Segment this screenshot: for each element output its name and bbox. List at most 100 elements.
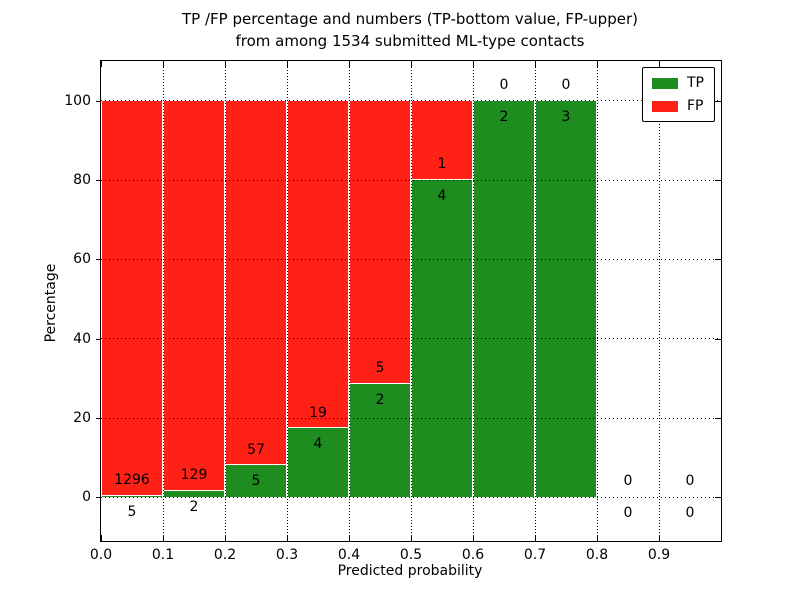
y-tick-right — [715, 100, 721, 102]
y-tick-right — [715, 418, 721, 420]
bar-segment-fp — [288, 100, 348, 429]
fp-count-label: 1 — [437, 156, 447, 173]
tp-swatch-icon — [652, 77, 678, 89]
x-tick-top — [597, 61, 598, 67]
bar-segment-fp — [164, 100, 224, 492]
bar-segment-tp — [102, 495, 162, 498]
x-axis-label: Predicted probability — [337, 563, 483, 579]
x-tick-label: 0.9 — [647, 547, 671, 563]
x-tick-bottom — [163, 535, 164, 541]
bar-segment-fp — [102, 100, 162, 496]
legend-item-label: FP — [687, 98, 704, 114]
y-tick-right — [715, 180, 721, 181]
bar-segment-fp — [226, 100, 286, 466]
y-tick-left — [96, 497, 101, 499]
bar-segment-tp — [226, 465, 286, 498]
y-tick-label: 40 — [73, 330, 91, 347]
x-tick-top — [535, 61, 536, 67]
x-tick-label: 0.5 — [399, 547, 423, 563]
fp-count-label: 0 — [685, 473, 695, 490]
y-tick-left — [96, 259, 101, 261]
vertical-gridline — [162, 61, 164, 541]
tp-count-label: 3 — [561, 108, 571, 125]
fp-count-label: 0 — [499, 76, 509, 93]
y-axis-label: Percentage — [43, 263, 59, 343]
horizontal-gridline — [101, 338, 721, 340]
x-tick-bottom — [225, 535, 226, 541]
x-tick-bottom — [349, 535, 350, 541]
bar-segment-tp — [288, 428, 348, 498]
tp-count-label: 4 — [313, 436, 323, 453]
vertical-gridline — [286, 61, 288, 541]
y-tick-label: 100 — [64, 92, 91, 109]
horizontal-gridline — [101, 417, 721, 419]
x-tick-bottom — [473, 535, 474, 541]
y-tick-left — [96, 338, 101, 340]
y-tick-label: 20 — [73, 410, 91, 427]
y-tick-left — [96, 100, 101, 102]
y-tick-right — [715, 338, 721, 340]
x-tick-label: 0.8 — [585, 547, 609, 563]
legend: TP FP — [642, 67, 715, 122]
horizontal-gridline — [101, 179, 721, 181]
chart-title-line2: from among 1534 submitted ML-type contac… — [235, 32, 585, 50]
tp-count-label: 4 — [437, 187, 447, 204]
fp-count-label: 5 — [375, 360, 385, 377]
tp-count-label: 2 — [499, 108, 509, 125]
x-tick-top — [349, 61, 350, 67]
horizontal-gridline — [101, 258, 721, 260]
x-tick-label: 0.0 — [89, 547, 113, 563]
x-tick-top — [473, 61, 474, 67]
tp-count-label: 2 — [189, 499, 199, 516]
x-tick-label: 0.1 — [151, 547, 175, 563]
bar-segment-tp — [536, 100, 596, 498]
x-tick-label: 0.7 — [523, 547, 547, 563]
x-tick-label: 0.3 — [275, 547, 299, 563]
fp-count-label: 19 — [309, 404, 327, 421]
x-tick-bottom — [287, 535, 288, 541]
bar-segment-tp — [350, 384, 410, 498]
legend-item: TP — [652, 75, 704, 91]
bar-segment-tp — [164, 491, 224, 498]
y-tick-label: 60 — [73, 251, 91, 268]
x-tick-label: 0.2 — [213, 547, 237, 563]
y-tick-right — [715, 259, 721, 261]
y-tick-label: 80 — [73, 172, 91, 188]
vertical-gridline — [348, 61, 350, 541]
tp-count-label: 0 — [685, 505, 695, 522]
x-tick-top — [287, 61, 288, 67]
vertical-gridline — [224, 61, 226, 541]
bar-segment-tp — [474, 100, 534, 498]
x-tick-bottom — [101, 535, 102, 541]
chart-title-line1: TP /FP percentage and numbers (TP-bottom… — [182, 10, 638, 28]
bar-segment-fp — [350, 100, 410, 384]
fp-count-label: 0 — [623, 473, 633, 490]
y-tick-label: 0 — [82, 489, 91, 506]
y-tick-left — [96, 418, 101, 420]
tp-count-label: 5 — [251, 473, 261, 490]
x-tick-bottom — [659, 535, 660, 541]
fp-count-label: 0 — [561, 76, 571, 93]
tp-count-label: 0 — [623, 505, 633, 522]
x-tick-top — [411, 61, 412, 67]
x-tick-top — [659, 61, 660, 67]
fp-count-label: 129 — [180, 467, 208, 484]
y-tick-right — [715, 497, 721, 499]
chart-title: TP /FP percentage and numbers (TP-bottom… — [100, 8, 720, 52]
vertical-gridline — [658, 61, 660, 541]
x-tick-bottom — [535, 535, 536, 541]
x-tick-label: 0.4 — [337, 547, 361, 563]
legend-item: FP — [652, 98, 704, 114]
plot-area: 1296 5 129 2 57 5 19 4 5 2 1 4 0 2 0 3 0 0 0 0 0.0 0.1 0.2 0.3… — [64, 60, 722, 563]
horizontal-gridline — [101, 496, 721, 498]
vertical-gridline — [534, 61, 536, 541]
x-tick-bottom — [411, 535, 412, 541]
y-tick-left — [96, 180, 101, 181]
tp-count-label: 2 — [375, 391, 385, 408]
vertical-gridline — [472, 61, 474, 541]
vertical-gridline — [410, 61, 412, 541]
x-tick-top — [163, 61, 164, 67]
fp-count-label: 57 — [247, 441, 265, 458]
x-tick-top — [225, 61, 226, 67]
